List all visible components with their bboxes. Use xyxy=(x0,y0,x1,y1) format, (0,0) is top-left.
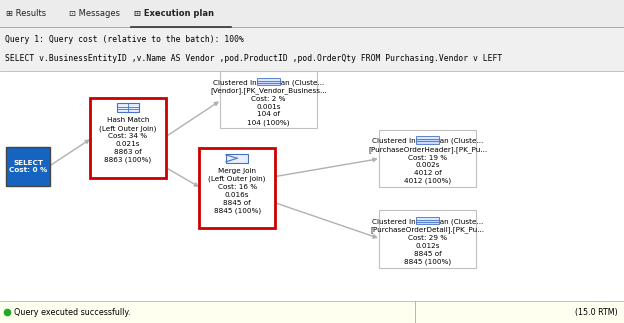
Text: ⊞ Results: ⊞ Results xyxy=(6,9,46,18)
Bar xyxy=(0,0,624,27)
FancyBboxPatch shape xyxy=(416,136,439,140)
FancyBboxPatch shape xyxy=(6,147,50,186)
Text: Clustered Index Scan (Cluste...
[PurchaseOrderDetail].[PK_Pu...
Cost: 29 %
0.012: Clustered Index Scan (Cluste... [Purchas… xyxy=(371,218,484,265)
Text: Merge Join
(Left Outer Join)
Cost: 16 %
0.016s
8845 of
8845 (100%): Merge Join (Left Outer Join) Cost: 16 % … xyxy=(208,168,266,214)
FancyBboxPatch shape xyxy=(379,130,476,187)
FancyBboxPatch shape xyxy=(200,148,275,228)
FancyBboxPatch shape xyxy=(117,103,139,112)
FancyBboxPatch shape xyxy=(90,98,166,178)
FancyBboxPatch shape xyxy=(220,71,317,128)
FancyBboxPatch shape xyxy=(416,219,439,222)
Text: Clustered Index Scan (Cluste...
[Vendor].[PK_Vendor_Business...
Cost: 2 %
0.001s: Clustered Index Scan (Cluste... [Vendor]… xyxy=(210,79,327,126)
FancyBboxPatch shape xyxy=(416,217,439,220)
Text: ⊡ Execution plan: ⊡ Execution plan xyxy=(134,9,214,18)
Text: SELECT v.BusinessEntityID ,v.Name AS Vendor ,pod.ProductID ,pod.OrderQty FROM Pu: SELECT v.BusinessEntityID ,v.Name AS Ven… xyxy=(5,54,502,63)
FancyBboxPatch shape xyxy=(257,80,280,83)
Text: SELECT
Cost: 0 %: SELECT Cost: 0 % xyxy=(9,160,47,173)
FancyBboxPatch shape xyxy=(257,78,280,81)
Text: ⊡ Messages: ⊡ Messages xyxy=(69,9,120,18)
Bar xyxy=(0,301,624,323)
FancyBboxPatch shape xyxy=(416,138,439,141)
FancyBboxPatch shape xyxy=(379,210,476,267)
Text: Query 1: Query cost (relative to the batch): 100%: Query 1: Query cost (relative to the bat… xyxy=(5,35,244,44)
FancyBboxPatch shape xyxy=(257,82,280,85)
FancyBboxPatch shape xyxy=(416,140,439,143)
Text: Hash Match
(Left Outer Join)
Cost: 34 %
0.021s
8863 of
8863 (100%): Hash Match (Left Outer Join) Cost: 34 % … xyxy=(99,118,157,163)
FancyBboxPatch shape xyxy=(416,221,439,224)
Text: Clustered Index Scan (Cluste...
[PurchaseOrderHeader].[PK_Pu...
Cost: 19 %
0.002: Clustered Index Scan (Cluste... [Purchas… xyxy=(368,138,487,184)
FancyBboxPatch shape xyxy=(226,154,248,163)
Text: Query executed successfully.: Query executed successfully. xyxy=(14,307,131,317)
Text: (15.0 RTM): (15.0 RTM) xyxy=(575,307,618,317)
Bar xyxy=(0,27,624,71)
